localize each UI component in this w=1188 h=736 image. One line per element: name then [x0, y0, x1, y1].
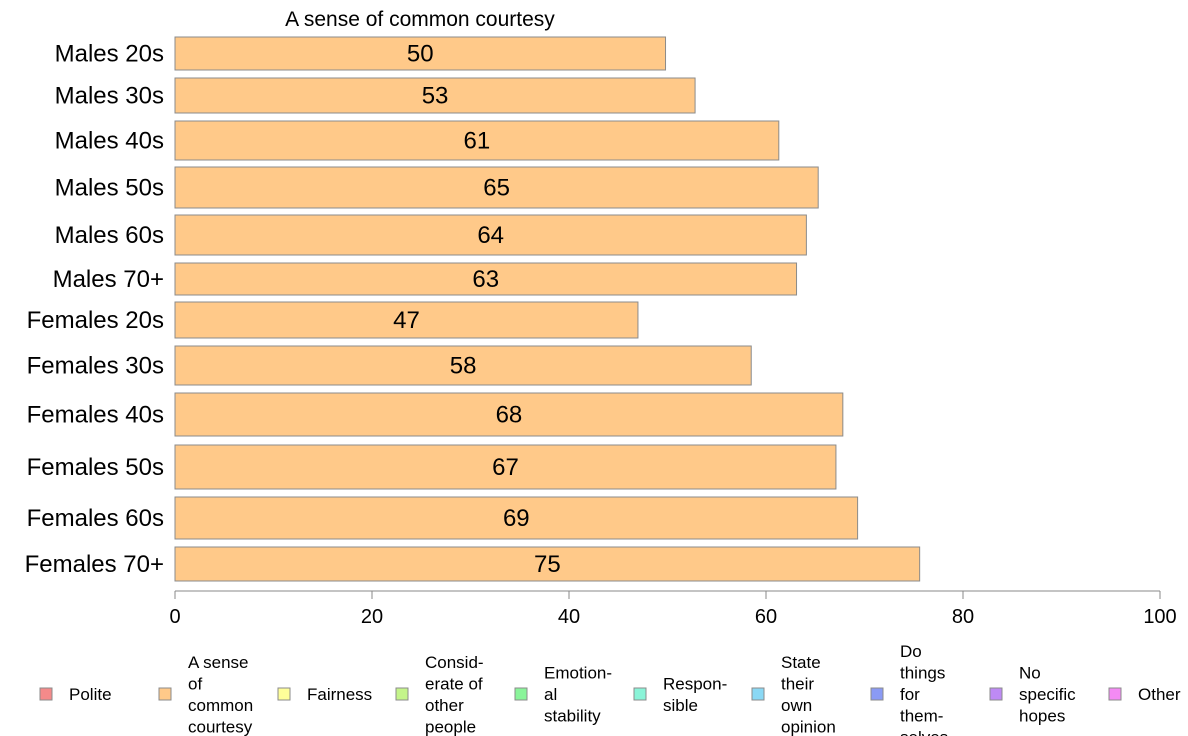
bar: [174, 546, 921, 582]
category-label: Females 70+: [25, 551, 164, 578]
bar: [174, 166, 819, 209]
x-tick-label: 20: [361, 606, 383, 628]
category-label: Females 20s: [27, 307, 164, 334]
category-label: Males 40s: [55, 128, 164, 155]
bar: [174, 392, 844, 437]
category-label: Females 50s: [27, 454, 164, 481]
value-label: 58: [450, 353, 477, 380]
legend-label: State their own opinion: [781, 653, 836, 736]
category-label: Females 60s: [27, 505, 164, 532]
bar: [174, 345, 752, 386]
category-label: Males 70+: [53, 266, 164, 293]
legend-swatch: [277, 687, 291, 701]
legend-label: A sense of common courtesy: [188, 653, 253, 736]
legend-swatch: [39, 687, 53, 701]
legend-label: Respon-sible: [663, 674, 727, 715]
x-tick-label: 40: [558, 606, 580, 628]
x-tick-label: 0: [169, 606, 180, 628]
bar: [174, 496, 859, 540]
value-label: 61: [464, 128, 491, 155]
bars-group: [174, 36, 921, 582]
bar: [174, 444, 837, 490]
legend-swatch: [1108, 687, 1122, 701]
legend-swatch: [633, 687, 647, 701]
legend-label: No specific hopes: [1019, 664, 1076, 726]
value-label: 50: [407, 41, 434, 68]
category-label: Females 40s: [27, 402, 164, 429]
value-label: 75: [534, 551, 561, 578]
value-label: 68: [496, 402, 523, 429]
legend-swatch: [514, 687, 528, 701]
value-label: 53: [422, 83, 449, 110]
value-label: 64: [477, 222, 504, 249]
category-label: Females 30s: [27, 353, 164, 380]
legend-label: Fairness: [307, 685, 372, 704]
legend-label: Polite: [69, 685, 112, 704]
x-axis: 0 20 40 60 80 100: [169, 590, 1177, 628]
legend-swatch: [751, 687, 765, 701]
bar: [174, 120, 780, 161]
x-tick-label: 80: [952, 606, 974, 628]
category-label: Males 60s: [55, 222, 164, 249]
x-tick-label: 100: [1143, 606, 1176, 628]
value-label: 69: [503, 505, 530, 532]
legend-swatch: [395, 687, 409, 701]
value-label: 65: [483, 175, 510, 202]
category-label: Males 30s: [55, 83, 164, 110]
value-label: 67: [492, 454, 519, 481]
x-tick-label: 60: [755, 606, 777, 628]
category-labels: Males 20s Males 30s Males 40s Males 50s Male…: [25, 41, 164, 579]
bar: [174, 262, 798, 296]
legend-label: Other: [1138, 685, 1181, 704]
legend-label: Consid-erate of other people: [425, 653, 484, 736]
chart-title: A sense of common courtesy: [285, 8, 555, 31]
legend-swatch: [870, 687, 884, 701]
category-label: Males 50s: [55, 175, 164, 202]
value-label: 47: [393, 307, 420, 334]
legend-swatch: [989, 687, 1003, 701]
legend-swatch: [158, 687, 172, 701]
legend-label: Emotion-al stability: [544, 664, 612, 726]
bar: [174, 301, 639, 339]
bar: [174, 214, 807, 256]
value-label: 63: [472, 266, 499, 293]
legend: Polite A sense of common courtesy Fairness Con…: [39, 642, 1181, 736]
category-label: Males 20s: [55, 41, 164, 68]
bar: [174, 77, 696, 114]
bar: [174, 36, 667, 71]
